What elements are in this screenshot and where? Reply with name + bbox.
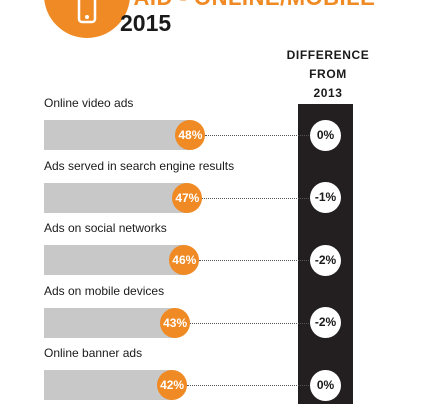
mobile-phone-icon	[77, 0, 97, 24]
bar	[44, 182, 188, 213]
category-label: Ads served in search engine results	[44, 158, 235, 173]
value-label: 46%	[169, 245, 200, 275]
value-label: 48%	[175, 120, 206, 150]
bar	[44, 307, 176, 338]
difference-value: -2%	[310, 307, 341, 338]
header-title: PAID - ONLINE/MOBILE	[120, 0, 375, 11]
leader-line	[202, 197, 311, 199]
difference-value: -2%	[310, 244, 341, 276]
difference-value: 0%	[310, 119, 341, 151]
difference-header: DIFFERENCE FROM 2013	[286, 48, 370, 100]
value-label: 42%	[157, 370, 188, 400]
difference-value: -1%	[310, 182, 341, 213]
header-circle	[44, 0, 130, 38]
value-label: 47%	[172, 182, 203, 213]
leader-line	[205, 135, 311, 136]
category-label: Ads on social networks	[44, 221, 167, 235]
category-label: Online banner ads	[44, 346, 143, 360]
header-year: 2015	[120, 10, 172, 36]
difference-value: 0%	[310, 369, 341, 401]
leader-line	[187, 385, 311, 386]
bar	[44, 370, 173, 400]
leader-line	[190, 322, 311, 324]
bar	[44, 245, 185, 275]
category-label: Ads on mobile devices	[44, 283, 165, 298]
category-label: Online video ads	[44, 96, 134, 110]
bar	[44, 120, 191, 150]
leader-line	[199, 260, 311, 261]
value-label: 43%	[160, 307, 191, 338]
